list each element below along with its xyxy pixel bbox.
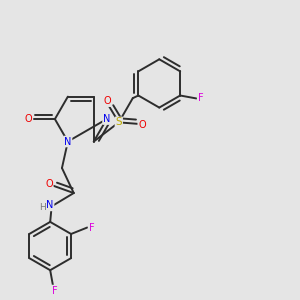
Text: F: F <box>52 286 57 296</box>
Text: O: O <box>45 179 53 189</box>
Text: O: O <box>138 120 146 130</box>
Text: N: N <box>46 200 54 210</box>
Text: F: F <box>88 223 94 232</box>
Text: H: H <box>39 203 46 212</box>
Text: N: N <box>64 136 71 146</box>
Text: N: N <box>103 114 110 124</box>
Text: S: S <box>116 117 122 128</box>
Text: O: O <box>103 96 111 106</box>
Text: O: O <box>25 114 32 124</box>
Text: F: F <box>198 94 203 103</box>
